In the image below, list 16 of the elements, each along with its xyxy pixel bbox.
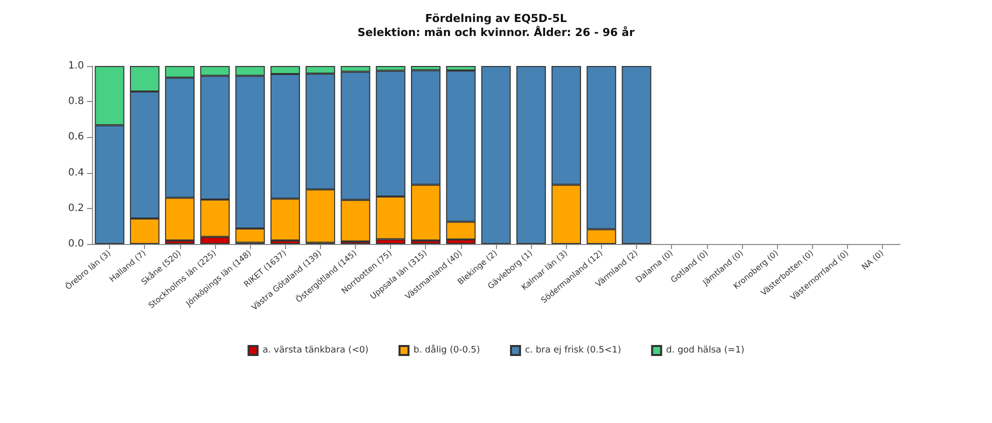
bar	[481, 66, 511, 244]
y-tick-label: 0.4	[68, 167, 84, 178]
y-tick-label: 0.8	[68, 96, 84, 108]
y-tick-label: 0.2	[68, 202, 84, 214]
y-tick-label: 1.0	[68, 60, 84, 72]
legend-label: a. värsta tänkbara (<0)	[262, 346, 369, 356]
y-tick-label: 0.6	[68, 132, 84, 143]
legend-label: d. god hälsa (=1)	[666, 346, 744, 356]
chart-title: Fördelning av EQ5D-5L	[425, 12, 567, 25]
bar	[516, 66, 546, 244]
y-tick-label: 0.0	[68, 238, 84, 250]
chart-subtitle: Selektion: män och kvinnor. Ålder: 26 - 96 år	[358, 25, 636, 39]
legend-label: b. dålig (0-0.5)	[413, 344, 480, 356]
x-tick-label: NA (0)	[860, 248, 886, 272]
bar	[622, 66, 652, 244]
legend-label: c. bra ej frisk (0.5<1)	[525, 346, 622, 356]
